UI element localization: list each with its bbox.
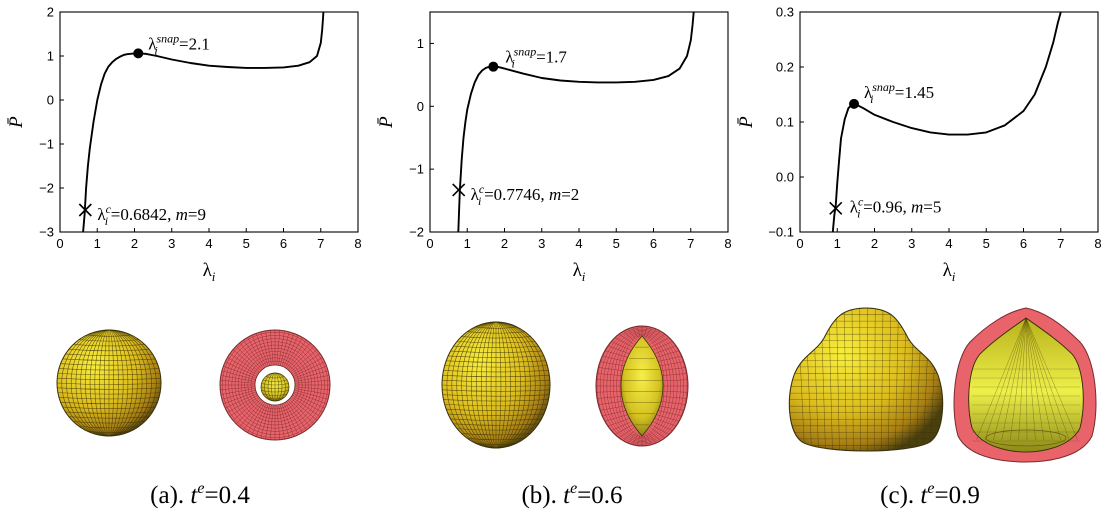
plot-2: 0 1 2 3 4 5 6 7 8 −2 −1 0 1 λi P̄ λsnap i =1.7 λc i =0.7746,… (376, 11, 732, 284)
x-tick-label: 5 (613, 236, 620, 251)
bell-c-outer (780, 300, 960, 460)
x-tick-label: 1 (464, 236, 471, 251)
critical-point-marker (829, 201, 843, 215)
x-tick-label: 1 (94, 236, 101, 251)
y-tick-label: 0.2 (776, 60, 794, 75)
sphere-a-outer (56, 329, 162, 437)
snap-annotation: λsnap i =1.45 (864, 80, 934, 106)
x-tick-label: 6 (1020, 236, 1027, 251)
caption-a: (a). te=0.4 (150, 480, 250, 509)
y-axis-label: P̄ (736, 116, 757, 129)
snap-point-marker (488, 61, 499, 72)
y-tick-label: −0.1 (768, 225, 794, 240)
y-tick-label: 0.0 (776, 170, 794, 185)
x-tick-label: 8 (724, 236, 731, 251)
y-tick-label: −3 (39, 225, 54, 240)
series-line (457, 11, 695, 233)
x-tick-label: 6 (280, 236, 287, 251)
x-axis-label: λi (573, 260, 586, 284)
y-tick-label: −2 (39, 181, 54, 196)
mesh-a-section (219, 329, 331, 441)
x-tick-label: 8 (1094, 236, 1101, 251)
y-tick-label: 0 (47, 93, 54, 108)
x-tick-label: 2 (501, 236, 508, 251)
x-tick-label: 5 (243, 236, 250, 251)
plot-1: 0 1 2 3 4 5 6 7 8 −3 −2 −1 0 1 2 λi P̄ λsnap i =2.1 λc i =0.68… (6, 5, 362, 285)
x-tick-label: 4 (575, 236, 582, 251)
y-axis-label: P̄ (6, 116, 27, 129)
snap-annotation: λsnap i =1.7 (505, 45, 567, 71)
x-tick-label: 7 (317, 236, 324, 251)
series-line (831, 11, 1062, 233)
x-tick-label: 2 (871, 236, 878, 251)
x-tick-label: 3 (908, 236, 915, 251)
critical-annotation: λc i =0.6842, m=9 (97, 202, 206, 228)
critical-annotation: λc i =0.96, m=5 (850, 194, 942, 220)
y-tick-label: −1 (409, 162, 424, 177)
y-tick-label: −2 (409, 225, 424, 240)
mesh-b-section (595, 325, 689, 447)
critical-annotation: λc i =0.7746, m=2 (471, 182, 580, 208)
y-tick-label: −1 (39, 137, 54, 152)
y-tick-label: 0.3 (776, 5, 794, 20)
x-axis-label: λi (203, 260, 216, 284)
x-tick-label: 0 (56, 236, 63, 251)
x-tick-label: 0 (426, 236, 433, 251)
snap-point-marker (133, 48, 144, 59)
x-tick-label: 5 (983, 236, 990, 251)
mesh-c-section (953, 307, 1097, 463)
y-tick-label: 1 (47, 49, 54, 64)
snap-annotation: λsnap i =2.1 (148, 31, 210, 57)
caption-b: (b). te=0.6 (521, 480, 622, 509)
y-axis-label: P̄ (376, 116, 397, 129)
x-tick-label: 6 (650, 236, 657, 251)
x-tick-label: 4 (205, 236, 212, 251)
x-tick-label: 4 (945, 236, 952, 251)
y-tick-label: 0 (417, 99, 424, 114)
critical-point-marker (78, 203, 92, 217)
plot-3: 0 1 2 3 4 5 6 7 8 −0.1 0.0 0.1 0.2 0.3 λi P̄ λsnap i =1.45… (736, 5, 1102, 285)
x-tick-label: 0 (796, 236, 803, 251)
y-tick-label: 2 (47, 5, 54, 20)
x-tick-label: 3 (168, 236, 175, 251)
x-axis-label: λi (943, 260, 956, 284)
x-tick-label: 3 (538, 236, 545, 251)
ellipsoid-b-outer (441, 321, 551, 449)
x-tick-label: 1 (834, 236, 841, 251)
x-tick-label: 8 (354, 236, 361, 251)
y-tick-label: 0.1 (776, 115, 794, 130)
x-tick-label: 7 (1057, 236, 1064, 251)
snap-point-marker (849, 98, 860, 109)
x-tick-label: 7 (687, 236, 694, 251)
y-tick-label: 1 (417, 36, 424, 51)
x-tick-label: 2 (131, 236, 138, 251)
critical-point-marker (452, 183, 466, 197)
caption-c: (c). te=0.9 (880, 480, 980, 509)
